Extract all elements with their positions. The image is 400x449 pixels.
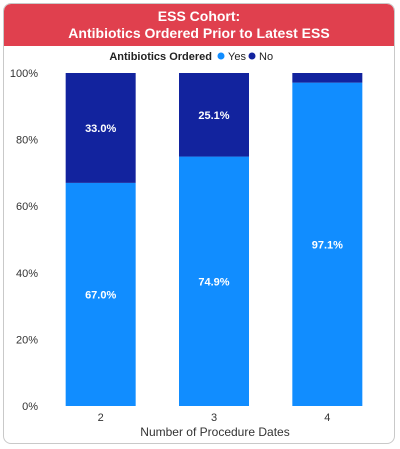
data-label: 33.0% [85,123,116,135]
x-axis-title: Number of Procedure Dates [140,425,289,439]
legend-title: Antibiotics Ordered [109,51,212,63]
y-tick-label: 40% [16,268,38,280]
bars-group: 67.0% 33.0% 74.9% 25.1% 97.1% [65,73,363,407]
bar-no-2 [65,73,136,183]
bar-no-4 [292,73,363,83]
y-tick-label: 0% [22,401,38,413]
chart-title-line2: Antibiotics Ordered Prior to Latest ESS [68,25,330,41]
x-tick-label: 3 [211,412,217,424]
chart-legend: Antibiotics Ordered Yes No [109,51,273,63]
y-tick-label: 80% [16,135,38,147]
bar-no-3 [179,73,249,157]
bar-yes-3 [179,156,249,406]
chart-header: ESS Cohort: Antibiotics Ordered Prior to… [4,4,394,46]
data-label: 25.1% [198,110,229,122]
y-tick-label: 20% [16,334,38,346]
x-tick-label: 2 [98,412,104,424]
legend-yes-swatch [217,52,225,60]
legend-yes-label: Yes [228,51,246,63]
y-tick-label: 100% [10,68,38,80]
y-axis: 0% 20% 40% 60% 80% 100% [10,68,38,413]
x-axis: 2 3 4 [98,412,331,424]
y-tick-label: 60% [16,201,38,213]
x-tick-label: 4 [324,412,330,424]
data-label: 74.9% [198,276,229,288]
legend-no-swatch [248,52,256,60]
bar-yes-4 [292,82,363,407]
legend-no-label: No [259,51,273,63]
chart-title-line1: ESS Cohort: [157,8,241,24]
data-label: 67.0% [85,289,116,301]
bar-yes-2 [65,182,136,406]
data-label: 97.1% [312,239,343,251]
